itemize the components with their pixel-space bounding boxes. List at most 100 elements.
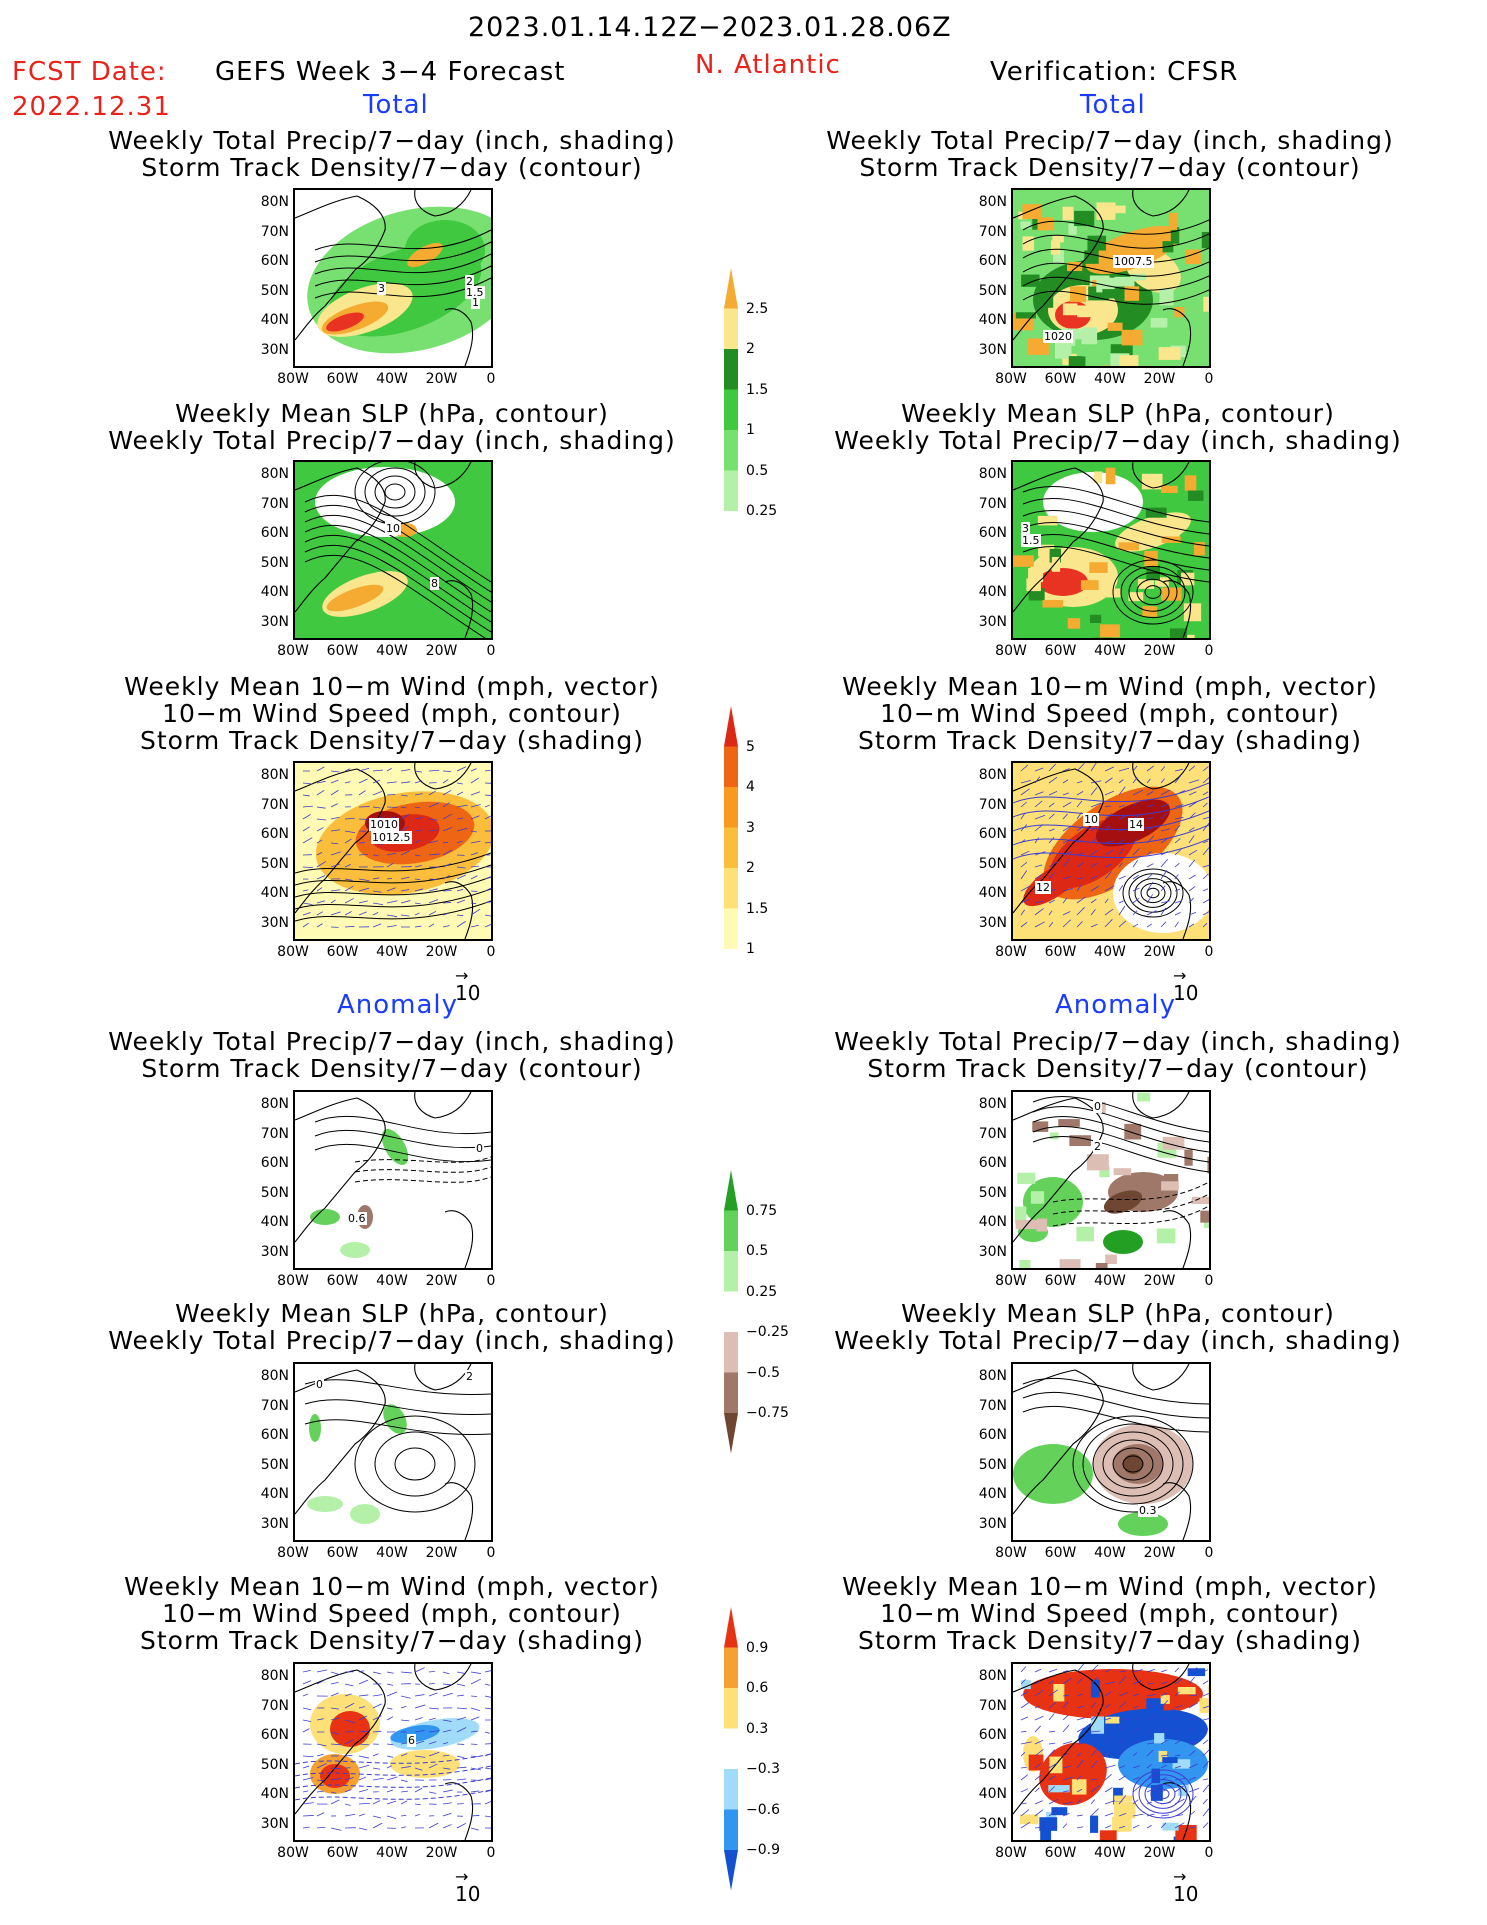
shading-cell	[1114, 240, 1132, 259]
wind-vector	[358, 1706, 366, 1709]
wind-vector	[1076, 811, 1082, 820]
lon-tick-label: 0	[1204, 371, 1214, 387]
wind-vector	[414, 1717, 423, 1721]
lon-tick-label: 40W	[1094, 371, 1126, 387]
wind-vector	[1034, 1715, 1044, 1721]
wind-vector	[456, 1671, 467, 1675]
wind-vector	[386, 1815, 397, 1819]
wind-vector	[1034, 1705, 1040, 1709]
wind-vector	[414, 1755, 426, 1758]
wind-vector	[1188, 1763, 1198, 1769]
wind-vector	[1132, 848, 1140, 856]
wind-vector	[1132, 1824, 1140, 1829]
wind-vector	[344, 925, 355, 928]
section-anomaly-right: Anomaly	[1055, 990, 1177, 1020]
lat-tick-label: 40N	[260, 885, 289, 901]
lon-tick-label: 40W	[1094, 1273, 1126, 1289]
wind-vector	[414, 902, 421, 905]
shading-cell	[1113, 1168, 1132, 1176]
wind-vector	[386, 863, 394, 868]
shading-cell	[1090, 1815, 1099, 1833]
wind-vector	[484, 1695, 491, 1698]
contour-ring	[1112, 1447, 1154, 1481]
lon-tick-label: 0	[486, 1845, 496, 1861]
wind-vector	[1188, 1676, 1195, 1685]
shading-cell	[1203, 1219, 1209, 1229]
shading-region	[307, 1496, 343, 1512]
wind-vector	[470, 1827, 479, 1831]
shading-cell	[1201, 231, 1209, 249]
shading-cell	[1114, 276, 1135, 287]
lat-tick-label: 40N	[978, 584, 1007, 600]
wind-vector	[1090, 838, 1097, 844]
wind-vector	[1062, 1776, 1073, 1781]
wind-vector	[386, 852, 397, 856]
wind-vector	[344, 911, 352, 916]
shading-region	[1085, 225, 1181, 275]
wind-vector	[386, 914, 398, 918]
shading-cell	[1048, 1785, 1070, 1793]
shading-cell	[1021, 274, 1040, 287]
wind-vector	[1188, 859, 1196, 868]
wind-vector	[1160, 907, 1167, 916]
lat-tick-label: 30N	[260, 1515, 289, 1532]
wind-vector	[456, 840, 463, 844]
shading-cell	[1036, 1218, 1048, 1232]
shading-cell	[1145, 507, 1167, 518]
lon-tick-label: 60W	[1044, 643, 1077, 659]
wind-vector	[1202, 1784, 1209, 1793]
wind-vector	[1202, 791, 1209, 796]
wind-vector	[456, 1755, 465, 1759]
vector-reference-label: → 10	[455, 966, 481, 1006]
wind-vector	[1160, 803, 1169, 808]
wind-vector	[1048, 1809, 1058, 1817]
wind-vector	[344, 1777, 354, 1781]
shading-cell	[1021, 1680, 1031, 1690]
wind-vector	[1202, 1669, 1209, 1673]
lon-tick-label: 0	[486, 1545, 496, 1561]
lon-tick-label: 60W	[326, 1273, 359, 1289]
wind-vector	[1076, 884, 1082, 892]
wind-vector	[1188, 1750, 1196, 1757]
wind-vector	[1020, 780, 1031, 784]
contour-label: 1010	[369, 818, 399, 831]
lon-tick-label: 20W	[1143, 1273, 1176, 1289]
colorbar-svg	[724, 1607, 738, 1891]
wind-vector	[1160, 1814, 1170, 1817]
wind-vector	[330, 863, 341, 868]
wind-vector	[1020, 1678, 1026, 1685]
shading-cell	[1049, 548, 1061, 563]
wind-vector	[1202, 1728, 1209, 1733]
wind-vector	[1020, 870, 1028, 880]
lon-tick-label: 0	[1204, 944, 1214, 960]
lat-tick-label: 30N	[978, 1815, 1007, 1832]
contour-line	[304, 544, 491, 633]
wind-vector	[1020, 801, 1027, 808]
wind-vector	[400, 900, 411, 904]
wind-vector	[414, 1740, 425, 1745]
wind-vector	[1020, 850, 1030, 856]
wind-vector	[1118, 1738, 1125, 1745]
wind-vector	[456, 1778, 467, 1781]
shading-cell	[1089, 562, 1108, 573]
shading-cell	[1028, 588, 1045, 601]
lat-tick-label: 80N	[260, 1368, 289, 1384]
wind-vector	[1174, 816, 1184, 820]
wind-vector	[1076, 839, 1082, 844]
lat-tick-label: 50N	[260, 855, 289, 872]
lon-tick-label: 80W	[277, 371, 309, 387]
wind-vector	[1020, 824, 1028, 832]
wind-vector	[1104, 908, 1114, 916]
shading-region	[381, 1128, 409, 1166]
contour-line	[1022, 533, 1209, 571]
wind-vector	[1076, 1678, 1083, 1685]
contour-line	[1022, 247, 1209, 263]
wind-vector	[1034, 1787, 1040, 1793]
shading-cell	[1154, 577, 1169, 587]
lat-tick-label: 70N	[260, 495, 289, 512]
wind-vector	[428, 878, 437, 880]
wind-vector	[470, 908, 481, 916]
shading-region	[1113, 853, 1209, 933]
wind-vector	[330, 889, 341, 892]
wind-vector	[1020, 1731, 1027, 1733]
